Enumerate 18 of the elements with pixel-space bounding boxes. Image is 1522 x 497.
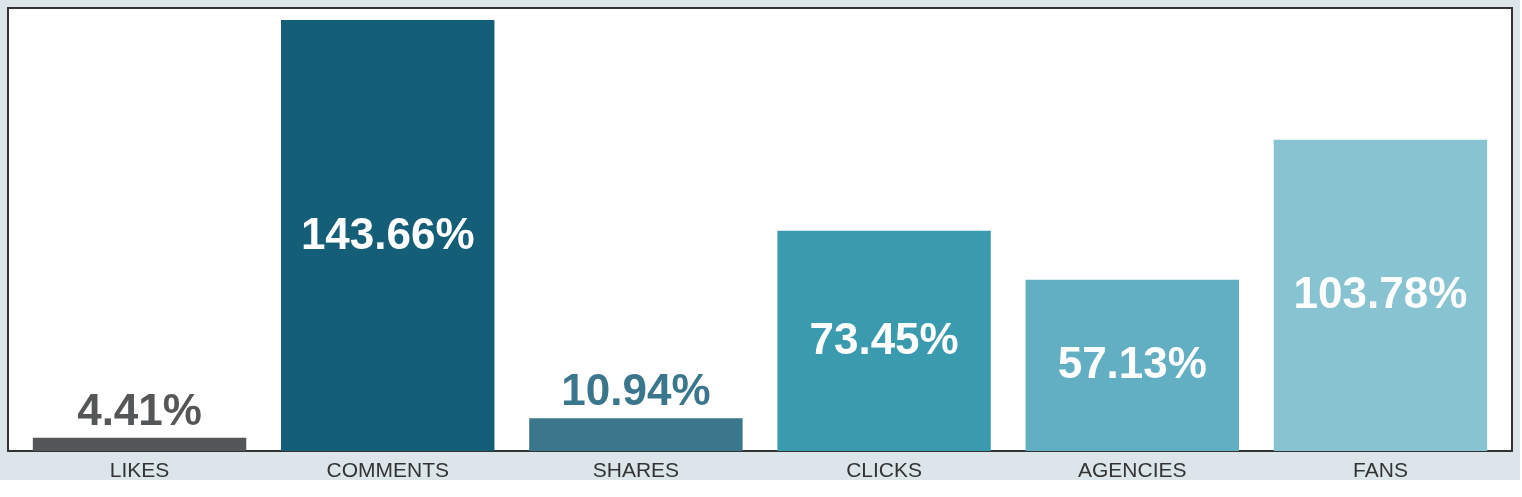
x-tick-label: LIKES bbox=[109, 457, 170, 481]
bar bbox=[529, 418, 743, 451]
x-tick-label: COMMENTS bbox=[326, 457, 449, 481]
x-tick-label: CLICKS bbox=[846, 457, 923, 481]
bar bbox=[777, 230, 991, 451]
bar bbox=[1025, 279, 1239, 451]
data-label: 103.78% bbox=[1293, 268, 1468, 318]
bar bbox=[1273, 139, 1488, 451]
data-label: 143.66% bbox=[300, 208, 475, 258]
x-tick-label: SHARES bbox=[592, 457, 680, 481]
bar bbox=[32, 437, 247, 451]
data-label: 57.13% bbox=[1057, 338, 1207, 388]
data-label: 10.94% bbox=[561, 365, 711, 415]
data-label: 73.45% bbox=[809, 313, 959, 363]
x-tick-label: AGENCIES bbox=[1078, 457, 1187, 481]
data-label: 4.41% bbox=[77, 384, 202, 434]
bar bbox=[281, 20, 495, 451]
x-tick-label: FANS bbox=[1353, 457, 1408, 481]
